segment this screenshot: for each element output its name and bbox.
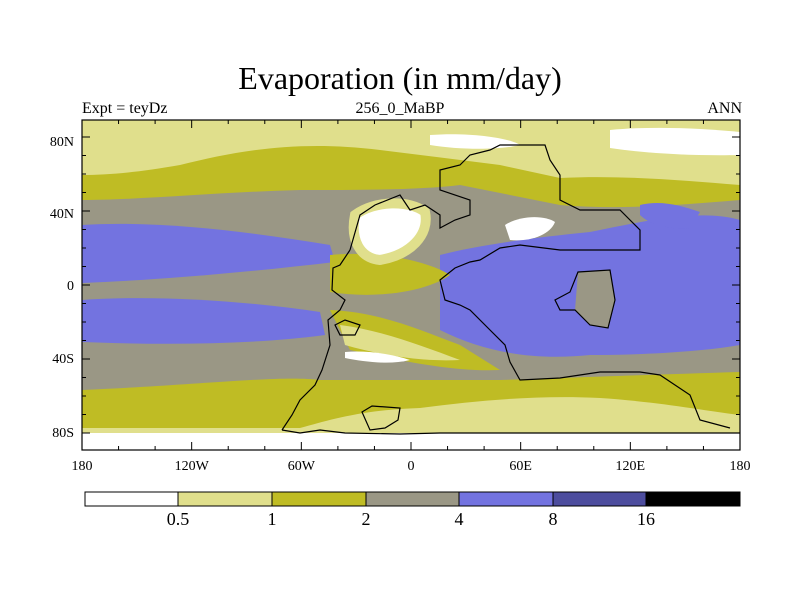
colorbar-label-2: 2 [362, 509, 371, 529]
field-arid-west-ring [348, 198, 431, 266]
field-east-4-8-blob [640, 202, 700, 229]
colorbar-box-8-16 [552, 491, 647, 507]
y-tick-label-80n: 80N [50, 135, 74, 150]
y-tick-label-40s: 40S [52, 352, 74, 367]
colorbar: 0.5 1 2 4 8 16 [84, 491, 741, 529]
colorbar-label-16: 16 [637, 509, 655, 529]
coastline-south-edge [281, 429, 740, 435]
coastline-west-margin [281, 249, 351, 431]
field-tropics-4-8-west-b [82, 298, 325, 344]
colorbar-label-1: 1 [268, 509, 277, 529]
field-south-1-2-land [330, 310, 500, 371]
colorbar-box-lt05 [84, 491, 179, 507]
coastlines [281, 144, 740, 435]
colorbar-label-8: 8 [549, 509, 558, 529]
colorbar-box-1-2 [271, 491, 367, 507]
x-tick-label-180w: 180 [72, 459, 93, 474]
field-north-05-1 [82, 120, 740, 185]
y-tick-label-40n: 40N [50, 207, 74, 222]
x-tick-label-0: 0 [408, 459, 415, 474]
field-north-lt05 [610, 127, 740, 156]
x-tick-label-60e: 60E [509, 459, 532, 474]
field-north-lt05-b [430, 134, 520, 149]
field-south-05-1 [82, 397, 740, 435]
field-south-lt05-land [345, 351, 410, 363]
colorbar-box-gt16 [645, 491, 741, 507]
colorbar-box-2-4 [365, 491, 460, 507]
coastline-south-island [361, 405, 401, 431]
x-tick-label-180e: 180 [730, 459, 751, 474]
colorbar-box-4-8 [458, 491, 554, 507]
coastline-north-continent [349, 144, 731, 429]
season-label: ANN [707, 100, 742, 117]
evaporation-field [82, 120, 740, 450]
x-tick-label-120w: 120W [175, 459, 210, 474]
map-title: Evaporation (in mm/day) [238, 60, 562, 96]
field-south-05-1-land [340, 325, 460, 361]
time-label: 256_0_MaBP [355, 100, 445, 117]
coastline-inlet [334, 319, 361, 336]
x-tick-label-120e: 120E [616, 459, 646, 474]
colorbar-label-0-5: 0.5 [167, 509, 190, 529]
colorbar-box-05-1 [177, 491, 273, 507]
field-arid-east [505, 217, 555, 241]
colorbar-label-4: 4 [455, 509, 464, 529]
y-tick-label-0: 0 [67, 279, 74, 294]
field-central-1-2 [330, 253, 450, 295]
coastline-east-basin [554, 269, 616, 329]
field-south-lt05 [82, 433, 740, 450]
field-tropics-4-8-west [82, 223, 335, 283]
experiment-label: Expt = teyDz [82, 100, 168, 117]
tick-marks [81, 120, 741, 450]
x-tick-label-60w: 60W [288, 459, 316, 474]
field-east-basin-2-4 [575, 270, 615, 328]
y-tick-label-80s: 80S [52, 426, 74, 441]
